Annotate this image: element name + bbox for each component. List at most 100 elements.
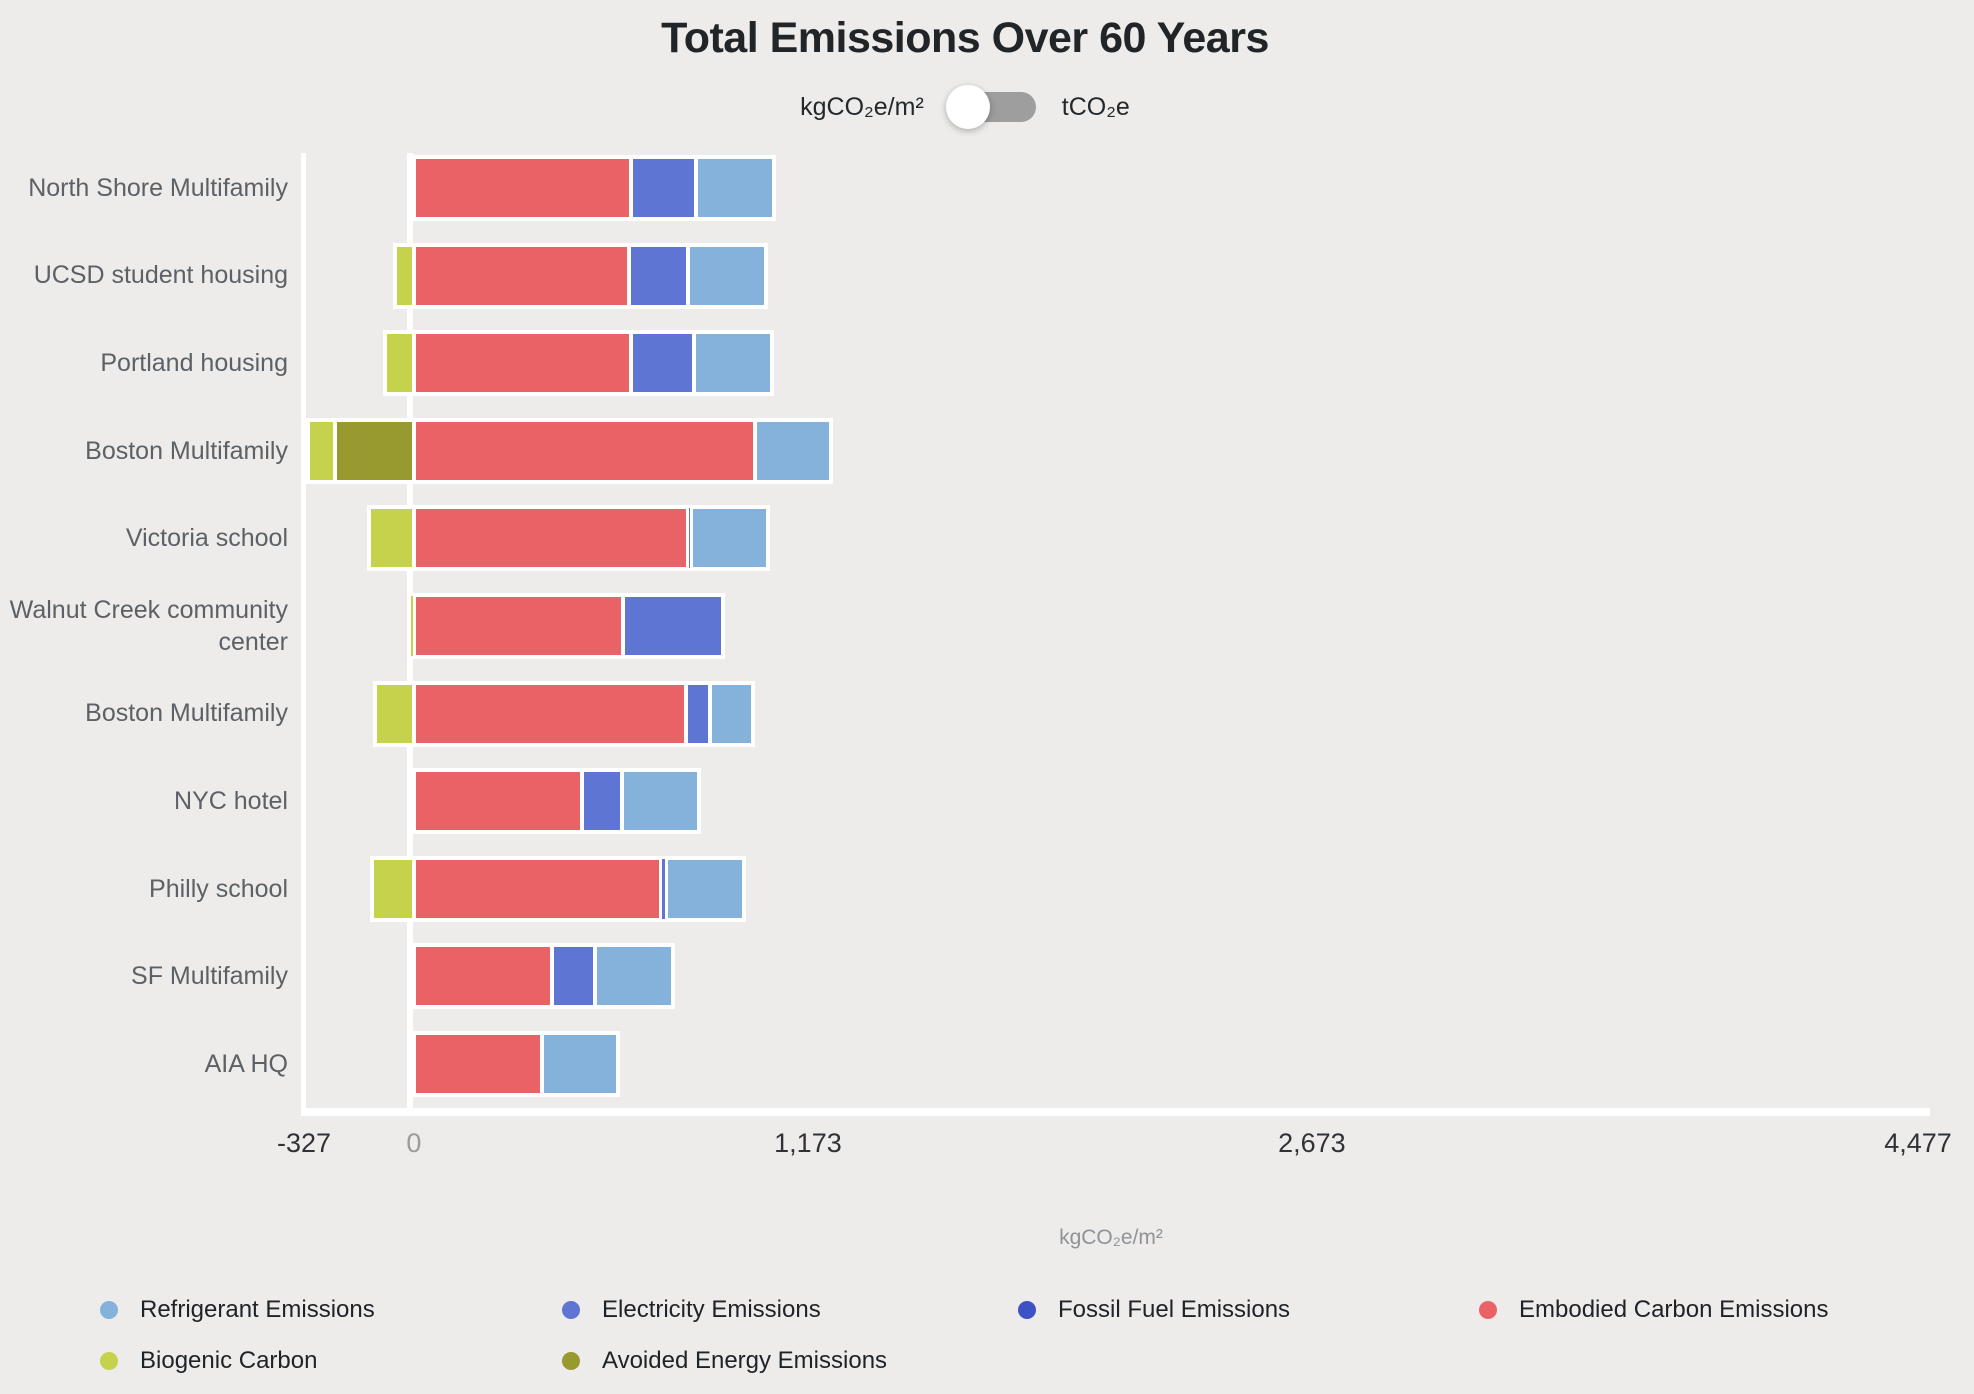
- unit-toggle-switch[interactable]: [945, 85, 1036, 129]
- bar-segment-biogenic-carbon[interactable]: [371, 857, 414, 920]
- page-title: Total Emissions Over 60 Years: [661, 14, 1269, 62]
- category-label: Victoria school: [125, 524, 288, 553]
- legend-swatch-icon: [100, 1352, 118, 1370]
- chart-row: UCSD student housing: [0, 241, 1974, 329]
- bar-segment-electricity-emissions[interactable]: [628, 244, 688, 307]
- bar-segment-electricity-emissions[interactable]: [581, 770, 622, 833]
- x-tick-label: -327: [276, 1128, 332, 1158]
- chart-row: NYC hotel: [0, 766, 1974, 854]
- chart-row: Boston Multifamily: [0, 416, 1974, 504]
- unit-label-tco2e[interactable]: tCO₂e: [1061, 92, 1130, 121]
- x-tick-label: 4,477: [1884, 1128, 1952, 1158]
- bar-segment-embodied-carbon-emissions[interactable]: [413, 682, 686, 745]
- chart-row: Victoria school: [0, 503, 1974, 591]
- bar-segment-embodied-carbon-emissions[interactable]: [413, 332, 631, 395]
- category-label: SF Multifamily: [131, 962, 288, 991]
- bar-zone: [304, 416, 1918, 504]
- unit-toggle-row: kgCO₂e/m² tCO₂e: [0, 85, 1930, 129]
- bar-segment-embodied-carbon-emissions[interactable]: [413, 1033, 543, 1095]
- chart-row: Philly school: [0, 854, 1974, 942]
- legend-swatch-icon: [100, 1301, 118, 1319]
- bar-segment-embodied-carbon-emissions[interactable]: [413, 595, 623, 657]
- chart-legend: Refrigerant Emissions Electricity Emissio…: [100, 1292, 1920, 1392]
- chart-row: AIA HQ: [0, 1029, 1974, 1117]
- bar-zone: [304, 153, 1918, 241]
- bar-segment-biogenic-carbon[interactable]: [409, 595, 414, 657]
- bar-segment-refrigerant-emissions[interactable]: [594, 945, 673, 1008]
- legend-swatch-icon: [1018, 1301, 1036, 1319]
- bar-segment-refrigerant-emissions[interactable]: [694, 332, 772, 395]
- chart-row: Portland housing: [0, 328, 1974, 416]
- bar-zone: [304, 1029, 1918, 1117]
- bar-zone: [304, 503, 1918, 591]
- chart-row: North Shore Multifamily: [0, 153, 1974, 241]
- bar-zone: [304, 854, 1918, 942]
- category-label: Philly school: [149, 874, 288, 903]
- bar-segment-embodied-carbon-emissions[interactable]: [413, 244, 629, 307]
- legend-swatch-icon: [562, 1301, 580, 1319]
- bar-segment-embodied-carbon-emissions[interactable]: [413, 770, 582, 833]
- chart-row: SF Multifamily: [0, 941, 1974, 1029]
- bar-segment-embodied-carbon-emissions[interactable]: [413, 507, 688, 570]
- bar-segment-electricity-emissions[interactable]: [685, 682, 710, 745]
- x-tick-label: 2,673: [1278, 1128, 1346, 1158]
- bar-segment-electricity-emissions[interactable]: [630, 332, 695, 395]
- bar-segment-biogenic-carbon[interactable]: [385, 332, 414, 395]
- bar-segment-refrigerant-emissions[interactable]: [754, 419, 831, 482]
- bar-segment-embodied-carbon-emissions[interactable]: [413, 157, 631, 219]
- bar-segment-refrigerant-emissions[interactable]: [709, 682, 753, 745]
- bar-segment-electricity-emissions[interactable]: [660, 857, 666, 920]
- bar-segment-biogenic-carbon[interactable]: [375, 682, 414, 745]
- bar-zone: [304, 679, 1918, 767]
- chart-row: Walnut Creek community center: [0, 591, 1974, 679]
- bar-segment-electricity-emissions[interactable]: [551, 945, 595, 1008]
- legend-label: Avoided Energy Emissions: [602, 1347, 888, 1374]
- legend-item-refrigerant-emissions[interactable]: Refrigerant Emissions: [100, 1292, 375, 1328]
- legend-swatch-icon: [562, 1352, 580, 1370]
- bar-zone: [304, 941, 1918, 1029]
- category-label: AIA HQ: [204, 1049, 288, 1078]
- bar-segment-embodied-carbon-emissions[interactable]: [413, 419, 755, 482]
- legend-label: Biogenic Carbon: [140, 1347, 318, 1374]
- bar-zone: [304, 328, 1918, 416]
- chart-row: Boston Multifamily: [0, 679, 1974, 767]
- bar-segment-refrigerant-emissions[interactable]: [542, 1033, 619, 1095]
- legend-item-fossil-fuel-emissions[interactable]: Fossil Fuel Emissions: [1018, 1292, 1290, 1328]
- bar-segment-refrigerant-emissions[interactable]: [688, 244, 766, 307]
- x-tick-label: 1,173: [774, 1128, 842, 1158]
- bar-segment-electricity-emissions[interactable]: [687, 507, 692, 570]
- legend-item-electricity-emissions[interactable]: Electricity Emissions: [562, 1292, 821, 1328]
- bar-segment-embodied-carbon-emissions[interactable]: [413, 857, 661, 920]
- x-axis-title: kgCO₂e/m²: [1059, 1226, 1163, 1249]
- legend-label: Electricity Emissions: [602, 1296, 821, 1323]
- bar-zone: [304, 766, 1918, 854]
- legend-swatch-icon: [1479, 1301, 1497, 1319]
- legend-item-avoided-energy-emissions[interactable]: Avoided Energy Emissions: [562, 1343, 887, 1379]
- x-axis-line: [301, 1108, 1930, 1116]
- bar-segment-refrigerant-emissions[interactable]: [621, 770, 700, 833]
- toggle-knob-icon[interactable]: [945, 85, 990, 129]
- legend-item-biogenic-carbon[interactable]: Biogenic Carbon: [100, 1343, 317, 1379]
- bar-segment-biogenic-carbon[interactable]: [308, 419, 335, 482]
- legend-item-embodied-carbon-emissions[interactable]: Embodied Carbon Emissions: [1479, 1292, 1828, 1328]
- category-label: UCSD student housing: [33, 261, 288, 290]
- bar-segment-electricity-emissions[interactable]: [622, 595, 723, 657]
- bar-segment-avoided-energy-emissions[interactable]: [334, 419, 414, 482]
- bar-segment-electricity-emissions[interactable]: [630, 157, 697, 219]
- legend-label: Embodied Carbon Emissions: [1519, 1296, 1829, 1323]
- unit-label-kgco2e-m2[interactable]: kgCO₂e/m²: [800, 92, 924, 121]
- bar-segment-biogenic-carbon[interactable]: [368, 507, 414, 570]
- bar-segment-refrigerant-emissions[interactable]: [696, 157, 774, 219]
- category-label: Boston Multifamily: [85, 436, 288, 465]
- legend-label: Fossil Fuel Emissions: [1058, 1296, 1291, 1323]
- category-label: NYC hotel: [174, 786, 288, 815]
- bar-zone: [304, 591, 1918, 679]
- bar-segment-refrigerant-emissions[interactable]: [665, 857, 744, 920]
- bar-segment-biogenic-carbon[interactable]: [395, 244, 414, 307]
- category-label: Walnut Creek community center: [9, 595, 288, 657]
- bar-segment-embodied-carbon-emissions[interactable]: [413, 945, 552, 1008]
- legend-label: Refrigerant Emissions: [140, 1296, 375, 1323]
- category-label: Boston Multifamily: [85, 699, 288, 728]
- bar-segment-refrigerant-emissions[interactable]: [691, 507, 769, 570]
